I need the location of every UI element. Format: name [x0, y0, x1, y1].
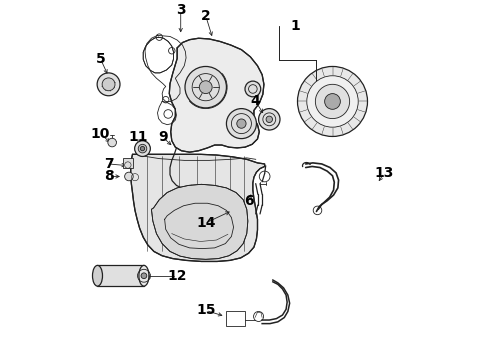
Text: 2: 2 — [201, 9, 211, 23]
Bar — [123, 158, 133, 167]
Text: 15: 15 — [196, 303, 216, 318]
Circle shape — [316, 84, 350, 118]
Text: 14: 14 — [196, 216, 216, 230]
Circle shape — [108, 138, 117, 147]
Text: 7: 7 — [104, 157, 113, 171]
Circle shape — [266, 116, 272, 122]
Text: 8: 8 — [104, 170, 114, 184]
Text: 6: 6 — [244, 194, 253, 208]
Circle shape — [140, 147, 145, 151]
Circle shape — [97, 73, 120, 96]
Polygon shape — [169, 38, 264, 152]
Circle shape — [135, 141, 150, 157]
Text: 9: 9 — [158, 130, 168, 144]
Circle shape — [102, 78, 115, 91]
Text: 12: 12 — [168, 270, 187, 283]
Bar — [98, 265, 144, 286]
Bar — [226, 311, 245, 326]
Circle shape — [297, 67, 368, 136]
Circle shape — [259, 109, 280, 130]
Text: 5: 5 — [96, 51, 105, 66]
Circle shape — [307, 76, 358, 127]
Text: 4: 4 — [251, 94, 261, 108]
Text: 11: 11 — [128, 130, 147, 144]
Polygon shape — [151, 184, 248, 259]
Text: 13: 13 — [374, 166, 394, 180]
Circle shape — [185, 67, 226, 108]
Circle shape — [226, 109, 256, 139]
Text: 1: 1 — [290, 19, 300, 33]
Text: 3: 3 — [176, 3, 186, 17]
Circle shape — [199, 81, 212, 94]
Circle shape — [245, 81, 261, 97]
Ellipse shape — [93, 265, 102, 286]
Polygon shape — [131, 154, 265, 261]
Circle shape — [124, 172, 133, 181]
Ellipse shape — [139, 265, 149, 286]
Circle shape — [237, 119, 246, 128]
Text: 10: 10 — [91, 127, 110, 141]
Circle shape — [138, 144, 147, 153]
Circle shape — [141, 273, 147, 279]
Circle shape — [325, 94, 341, 109]
